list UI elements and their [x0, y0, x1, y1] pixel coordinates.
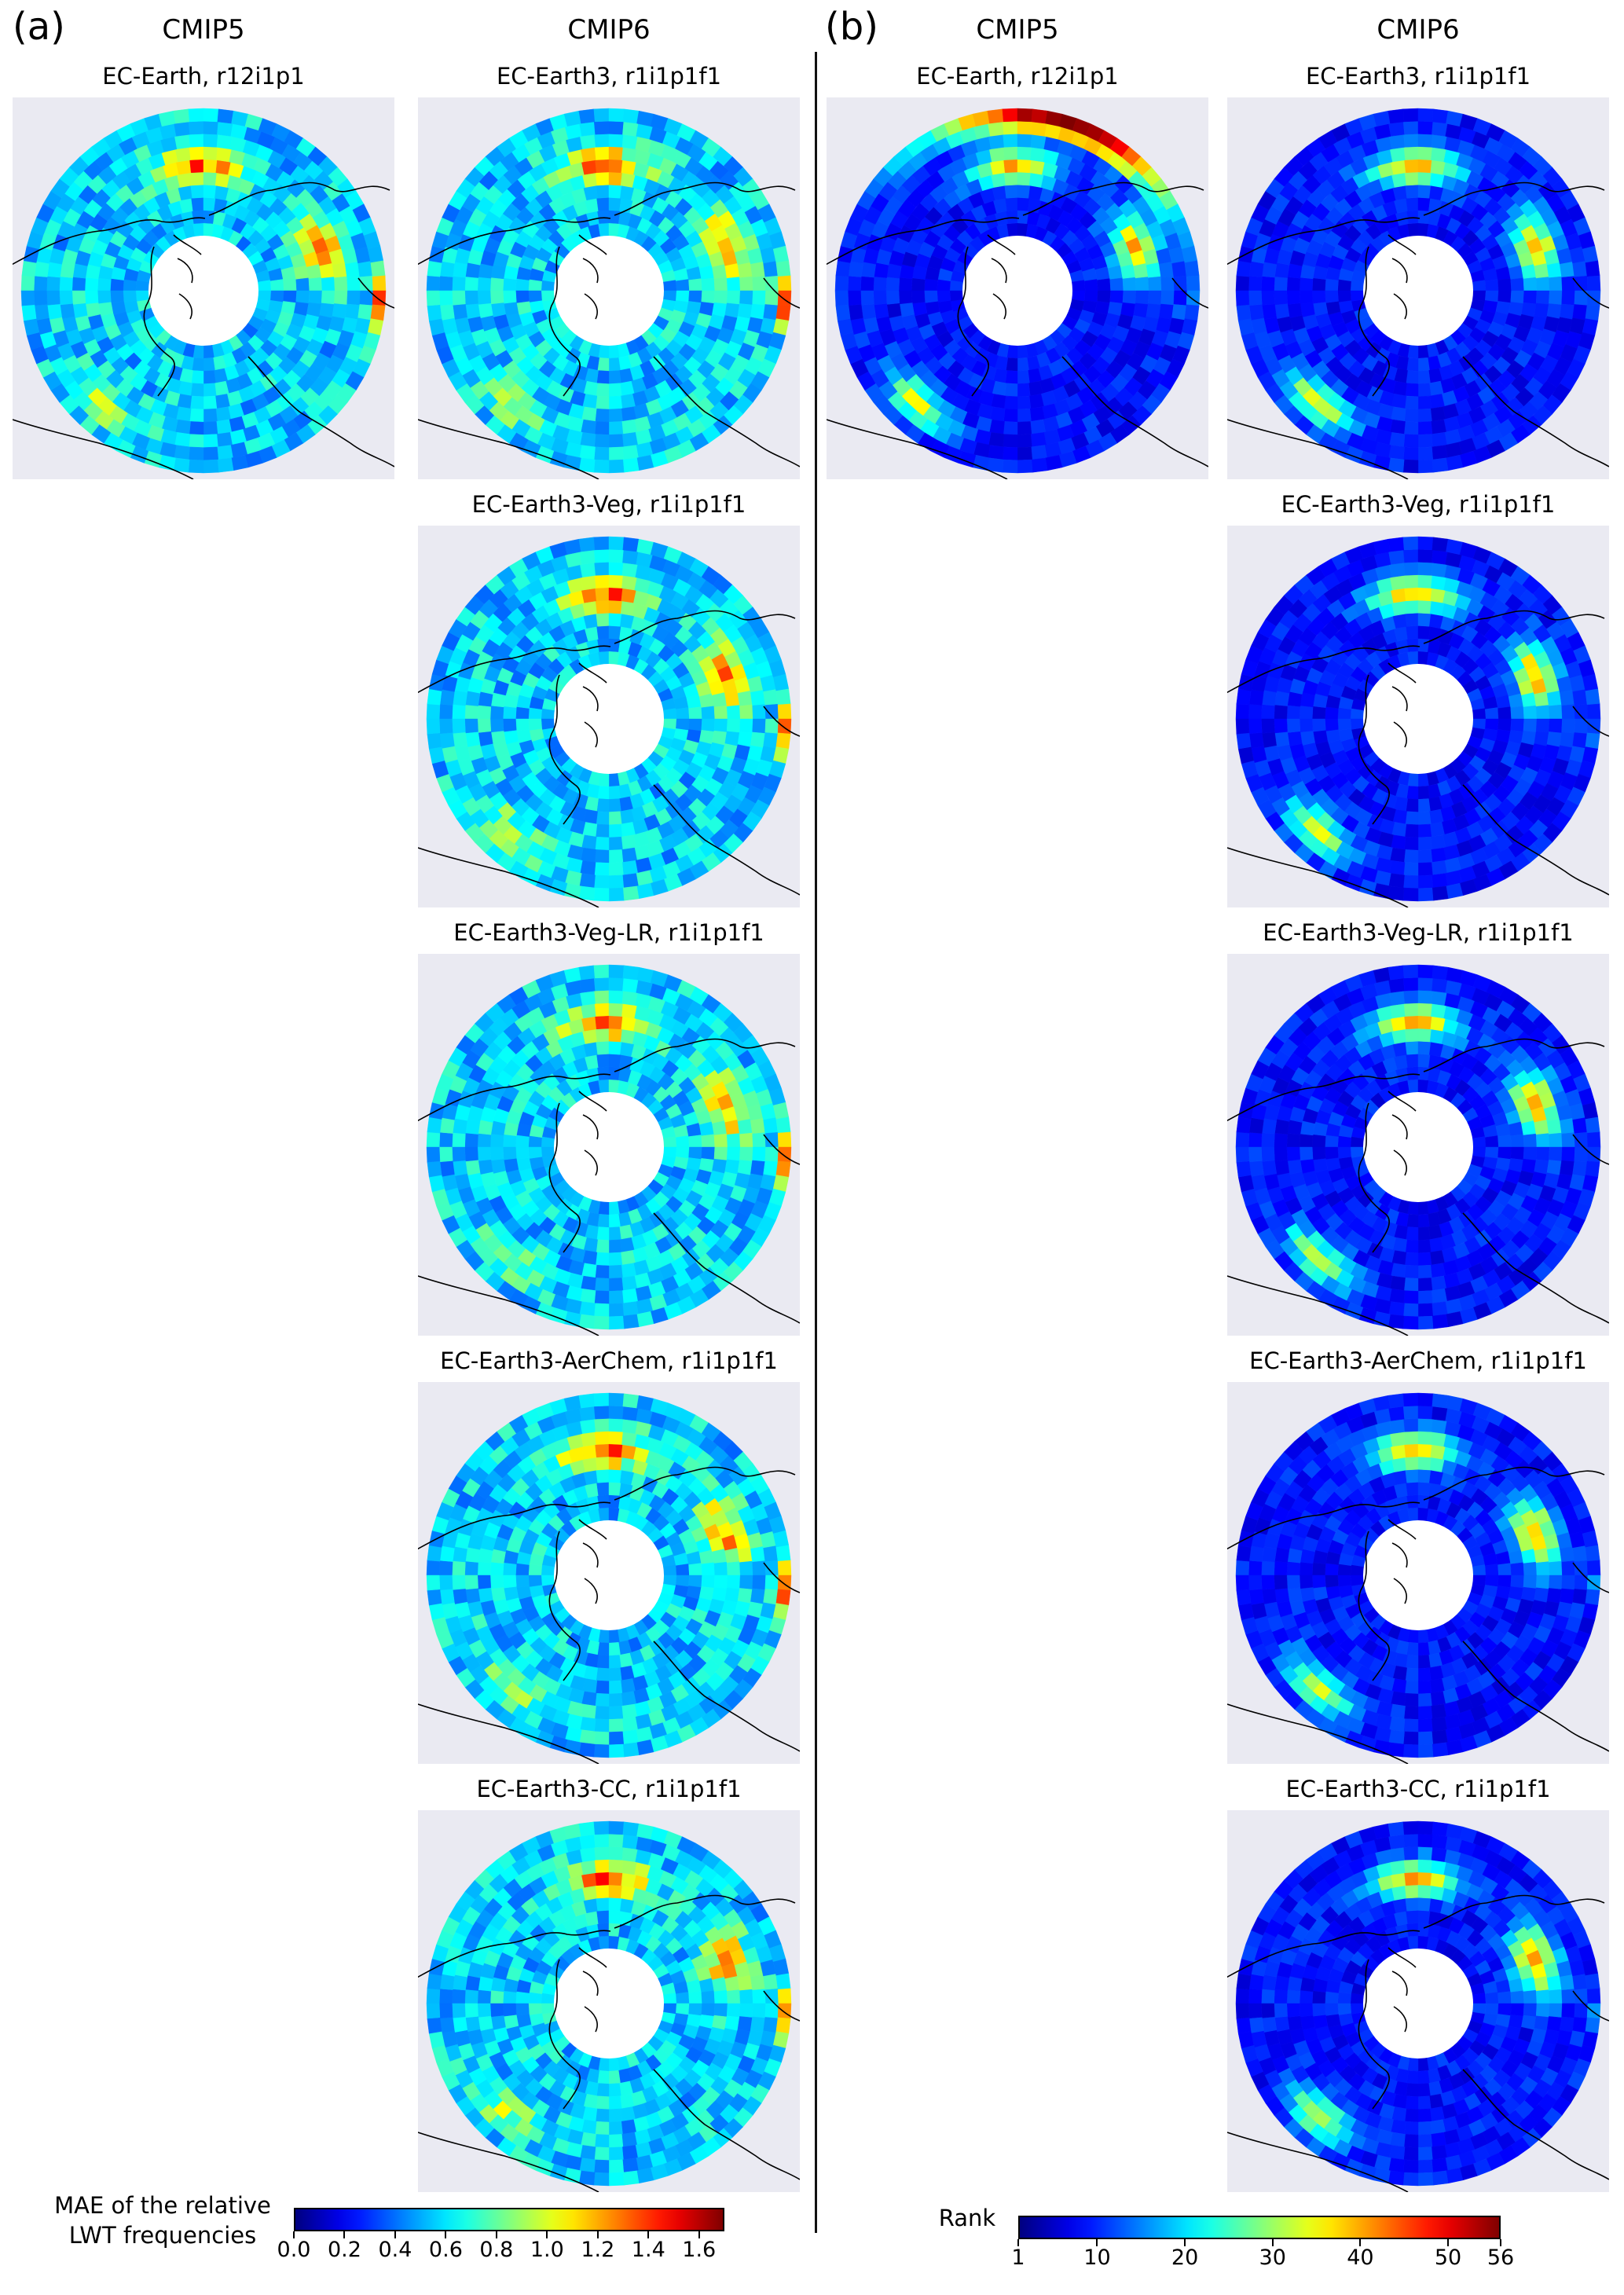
colorbar-tick-mark: [1271, 2239, 1274, 2246]
polar-map-graphic: [418, 964, 800, 1336]
colorbar-tick-mark: [546, 2231, 548, 2238]
colorbar-tick-label: 0.0: [277, 2238, 311, 2262]
panel-a-cmip6-heading: CMIP6: [567, 14, 651, 46]
panel-divider: [815, 52, 817, 2233]
colorbar-tick-label: 20: [1171, 2246, 1199, 2270]
panel-b-cmip6-map-title-4: EC-Earth3-AerChem, r1i1p1f1: [1249, 1347, 1587, 1374]
colorbar-tick-mark: [445, 2231, 447, 2238]
panel-a-cmip5-map-title: EC-Earth, r12i1p1: [102, 63, 305, 90]
polar-map-graphic: [13, 108, 394, 479]
colorbar-tick-label: 30: [1259, 2246, 1286, 2270]
colorbar-tick-label: 1.6: [682, 2238, 717, 2262]
colorbar-tick-label: 0.4: [378, 2238, 412, 2262]
panel-b-cmip6-heading: CMIP6: [1377, 14, 1460, 46]
panel-a-cmip6-map-title-3: EC-Earth3-Veg-LR, r1i1p1f1: [453, 919, 764, 946]
panel-a-colorbar-label-line2: LWT frequencies: [68, 2222, 257, 2249]
polar-map-graphic: [418, 1820, 800, 2192]
panel-b-cmip6-map-4: [1227, 1382, 1609, 1764]
panel-a-cmip6-map-1: [418, 97, 800, 479]
polar-map-graphic: [1227, 536, 1609, 907]
colorbar-tick-label: 0.2: [327, 2238, 361, 2262]
colorbar-tick-mark: [1500, 2239, 1501, 2246]
panel-b-cmip6-map-5: [1227, 1810, 1609, 2192]
panel-b-colorbar-label: Rank: [938, 2205, 996, 2231]
panel-b-cmip5-map: [827, 97, 1208, 479]
colorbar-tick-label: 0.8: [479, 2238, 514, 2262]
panel-b-cmip6-map-1: [1227, 97, 1609, 479]
panel-b-colorbar: [1018, 2216, 1501, 2239]
colorbar-tick-mark: [647, 2231, 650, 2238]
colorbar-tick-mark: [343, 2231, 346, 2238]
colorbar-tick-label: 1.0: [530, 2238, 564, 2262]
colorbar-tick-mark: [1017, 2239, 1019, 2246]
panel-a-cmip6-map-4: [418, 1382, 800, 1764]
colorbar-tick-label: 1.2: [581, 2238, 615, 2262]
polar-map-graphic: [418, 536, 800, 907]
panel-b-cmip5-map-title: EC-Earth, r12i1p1: [916, 63, 1119, 90]
colorbar-tick-label: 1: [1011, 2246, 1025, 2270]
colorbar-tick-mark: [1447, 2239, 1450, 2246]
colorbar-tick-mark: [596, 2231, 599, 2238]
colorbar-tick-mark: [1359, 2239, 1362, 2246]
polar-map-graphic: [1227, 1392, 1609, 1764]
colorbar-tick-mark: [293, 2231, 295, 2238]
polar-map-graphic: [827, 108, 1208, 479]
polar-map-graphic: [1227, 1820, 1609, 2192]
panel-b-cmip6-map-title-2: EC-Earth3-Veg, r1i1p1f1: [1281, 491, 1556, 518]
panel-a-cmip6-map-title-2: EC-Earth3-Veg, r1i1p1f1: [471, 491, 746, 518]
panel-b-cmip6-map-title-1: EC-Earth3, r1i1p1f1: [1305, 63, 1531, 90]
colorbar-tick-mark: [698, 2231, 700, 2238]
colorbar-tick-label: 1.4: [631, 2238, 665, 2262]
colorbar-tick-label: 56: [1487, 2246, 1515, 2270]
panel-a-letter: (a): [13, 5, 65, 49]
colorbar-tick-label: 50: [1434, 2246, 1462, 2270]
polar-map-graphic: [418, 1392, 800, 1764]
panel-b-cmip6-map-title-3: EC-Earth3-Veg-LR, r1i1p1f1: [1263, 919, 1574, 946]
polar-map-graphic: [1227, 108, 1609, 479]
colorbar-tick-mark: [1184, 2239, 1186, 2246]
polar-map-graphic: [1227, 964, 1609, 1336]
panel-a-cmip6-map-2: [418, 526, 800, 907]
panel-b-cmip6-map-3: [1227, 954, 1609, 1336]
panel-a-cmip6-map-title-1: EC-Earth3, r1i1p1f1: [496, 63, 722, 90]
panel-a-cmip6-map-title-5: EC-Earth3-CC, r1i1p1f1: [476, 1776, 742, 1802]
panel-a-colorbar: [294, 2208, 724, 2231]
panel-b-cmip6-map-2: [1227, 526, 1609, 907]
panel-a-cmip6-map-5: [418, 1810, 800, 2192]
panel-b-letter: (b): [825, 5, 878, 49]
colorbar-tick-label: 0.6: [428, 2238, 463, 2262]
colorbar-tick-mark: [495, 2231, 497, 2238]
panel-b-cmip6-map-title-5: EC-Earth3-CC, r1i1p1f1: [1285, 1776, 1551, 1802]
polar-map-graphic: [418, 108, 800, 479]
panel-a-colorbar-label-line1: MAE of the relative: [54, 2192, 271, 2219]
colorbar-tick-mark: [394, 2231, 396, 2238]
colorbar-tick-label: 10: [1083, 2246, 1111, 2270]
panel-a-cmip5-map: [13, 97, 394, 479]
panel-a-cmip6-map-3: [418, 954, 800, 1336]
panel-b-cmip5-heading: CMIP5: [976, 14, 1059, 46]
panel-a-cmip6-map-title-4: EC-Earth3-AerChem, r1i1p1f1: [440, 1347, 778, 1374]
colorbar-tick-label: 40: [1347, 2246, 1374, 2270]
colorbar-tick-mark: [1096, 2239, 1098, 2246]
panel-a-colorbar-label: MAE of the relative LWT frequencies: [41, 2191, 284, 2250]
panel-a-cmip5-heading: CMIP5: [162, 14, 245, 46]
